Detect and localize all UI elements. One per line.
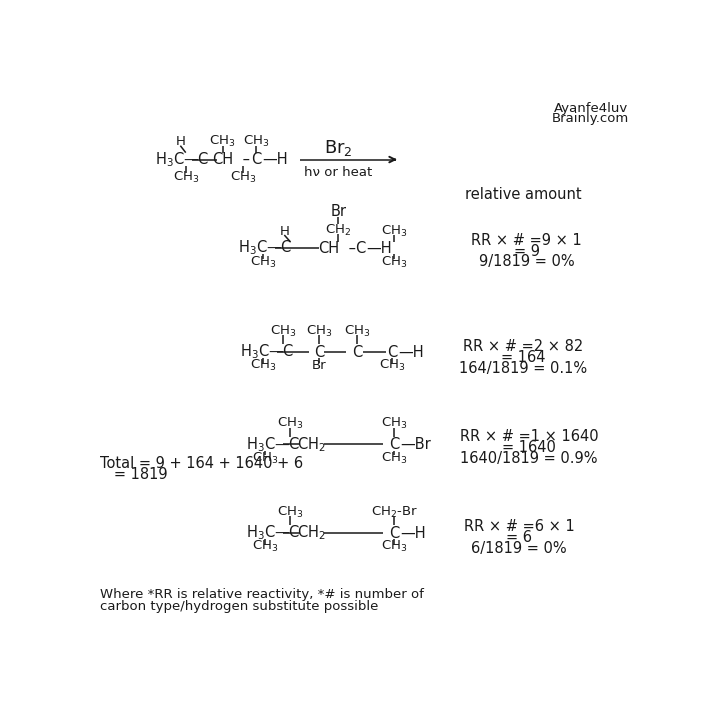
Text: —H: —H [366, 240, 392, 256]
Text: CH$_3$: CH$_3$ [381, 254, 408, 269]
Text: CH$_3$: CH$_3$ [243, 135, 269, 149]
Text: 9/1819 = 0%: 9/1819 = 0% [479, 254, 575, 269]
Text: CH$_3$: CH$_3$ [381, 539, 408, 554]
Text: C: C [251, 152, 261, 167]
Text: CH$_3$: CH$_3$ [173, 170, 199, 185]
Text: –: – [238, 152, 250, 167]
Text: Total = 9 + 164 + 1640 + 6: Total = 9 + 164 + 1640 + 6 [99, 456, 302, 471]
Text: CH$_2$: CH$_2$ [325, 222, 351, 238]
Text: RR × # =9 × 1: RR × # =9 × 1 [472, 233, 582, 248]
Text: CH: CH [212, 152, 233, 167]
Text: H$_3$C—C: H$_3$C—C [238, 239, 292, 258]
Text: = 164: = 164 [500, 350, 545, 365]
Text: = 6: = 6 [506, 530, 532, 545]
Text: CH$_3$: CH$_3$ [381, 224, 408, 239]
Text: H$_3$C—C: H$_3$C—C [246, 435, 300, 454]
Text: C: C [387, 345, 397, 359]
Text: H: H [279, 225, 289, 238]
Text: –: – [344, 240, 356, 256]
Text: RR × # =6 × 1: RR × # =6 × 1 [464, 519, 575, 534]
Text: CH$_2$-Br: CH$_2$-Br [371, 505, 418, 520]
Text: = 1819: = 1819 [99, 467, 167, 482]
Text: RR × # =2 × 82: RR × # =2 × 82 [463, 339, 583, 354]
Text: relative amount: relative amount [464, 186, 581, 202]
Text: 1640/1819 = 0.9%: 1640/1819 = 0.9% [460, 451, 598, 466]
Text: Where *RR is relative reactivity, *# is number of: Where *RR is relative reactivity, *# is … [99, 588, 423, 601]
Text: CH$_2$: CH$_2$ [297, 523, 325, 542]
Text: = 1640: = 1640 [503, 440, 556, 455]
Text: H$_3$C—C: H$_3$C—C [155, 150, 210, 169]
Text: 164/1819 = 0.1%: 164/1819 = 0.1% [459, 361, 587, 376]
Text: RR × # =1 × 1640: RR × # =1 × 1640 [460, 429, 598, 444]
Text: CH$_3$: CH$_3$ [277, 505, 304, 520]
Text: CH$_3$: CH$_3$ [379, 359, 405, 374]
Text: Br: Br [330, 204, 346, 220]
Text: CH$_3$: CH$_3$ [269, 324, 296, 339]
Text: H$_3$C—C: H$_3$C—C [246, 523, 300, 542]
Text: H: H [176, 135, 185, 148]
Text: C: C [390, 437, 400, 452]
Text: C: C [355, 240, 365, 256]
Text: CH$_3$: CH$_3$ [344, 324, 371, 339]
Text: CH$_3$: CH$_3$ [277, 416, 304, 431]
Text: —H: —H [263, 152, 289, 167]
Text: CH$_3$: CH$_3$ [381, 416, 408, 431]
Text: CH$_3$: CH$_3$ [250, 359, 276, 374]
Text: H$_3$C—C: H$_3$C—C [240, 343, 295, 361]
Text: Ayanfe4luv: Ayanfe4luv [554, 102, 628, 114]
Text: CH$_3$: CH$_3$ [252, 451, 279, 466]
Text: hν or heat: hν or heat [304, 166, 372, 179]
Text: carbon type/hydrogen substitute possible: carbon type/hydrogen substitute possible [99, 600, 378, 613]
Text: CH$_3$: CH$_3$ [210, 135, 236, 149]
Text: Br$_2$: Br$_2$ [324, 138, 353, 158]
Text: —H: —H [400, 526, 426, 541]
Text: CH$_3$: CH$_3$ [381, 451, 408, 466]
Text: CH: CH [318, 240, 340, 256]
Text: 6/1819 = 0%: 6/1819 = 0% [472, 541, 567, 556]
Text: C: C [314, 345, 324, 359]
Text: CH$_3$: CH$_3$ [250, 254, 276, 269]
Text: = 9: = 9 [514, 243, 540, 258]
Text: —Br: —Br [400, 437, 431, 452]
Text: —H: —H [398, 345, 424, 359]
Text: CH$_3$: CH$_3$ [252, 539, 279, 554]
Text: Brainly.com: Brainly.com [552, 112, 629, 125]
Text: CH$_3$: CH$_3$ [230, 170, 257, 185]
Text: C: C [390, 526, 400, 541]
Text: CH$_2$: CH$_2$ [297, 435, 325, 454]
Text: CH$_3$: CH$_3$ [306, 324, 332, 339]
Text: C: C [352, 345, 363, 359]
Text: Br: Br [312, 359, 326, 372]
